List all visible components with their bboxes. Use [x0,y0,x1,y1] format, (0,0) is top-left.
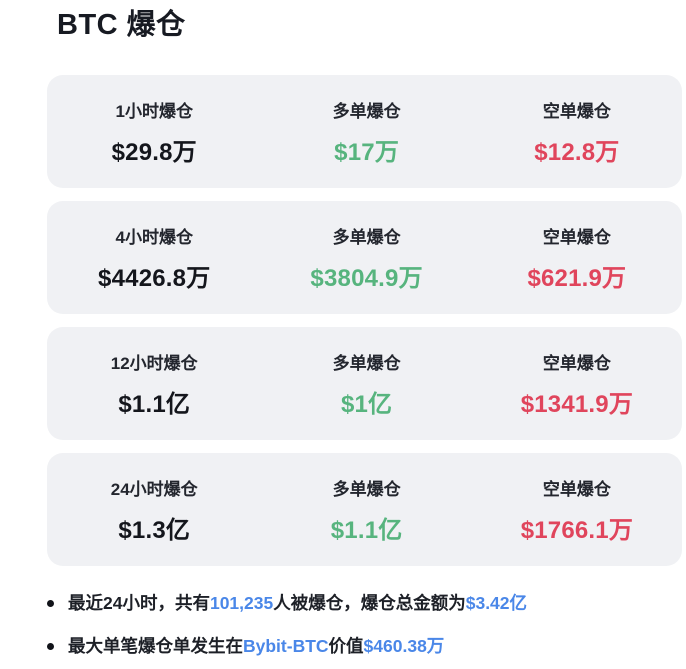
short-value: $1766.1万 [520,516,634,544]
footnotes: 最近24小时，共有 101,235 人被爆仓，爆仓总金额为 $3.42亿 最大单… [47,591,686,658]
btc-liquidation-panel: BTC 爆仓 1小时爆仓 $29.8万 多单爆仓 $17万 空单爆仓 $12.8… [0,6,686,669]
note-text: 人被爆仓，爆仓总金额为 [273,593,466,613]
short-column: 空单爆仓 $1766.1万 [472,475,682,545]
note-text: 价值 [328,636,364,656]
note-largest-order: 最大单笔爆仓单发生在 Bybit-BTC 价值 $460.38万 [47,634,686,658]
long-column: 多单爆仓 $17万 [261,97,471,167]
period-label: 24小时爆仓 [110,479,198,499]
liquidation-card-24h: 24小时爆仓 $1.3亿 多单爆仓 $1.1亿 空单爆仓 $1766.1万 [47,453,682,566]
period-column: 24小时爆仓 $1.3亿 [47,475,261,545]
long-value: $3804.9万 [310,264,423,292]
short-label: 空单爆仓 [542,101,611,121]
long-label: 多单爆仓 [332,227,401,247]
short-column: 空单爆仓 $621.9万 [472,223,682,293]
short-label: 空单爆仓 [542,479,611,499]
long-column: 多单爆仓 $1亿 [261,349,471,419]
long-value: $1亿 [340,390,393,418]
page-title: BTC 爆仓 [57,9,186,41]
liquidated-people-count-link[interactable]: 101,235 [209,593,274,613]
liquidation-card-4h: 4小时爆仓 $4426.8万 多单爆仓 $3804.9万 空单爆仓 $621.9… [47,201,682,314]
period-value: $1.1亿 [118,390,191,418]
long-column: 多单爆仓 $1.1亿 [261,475,471,545]
period-column: 4小时爆仓 $4426.8万 [47,223,261,293]
long-value: $17万 [334,138,400,166]
period-label: 12小时爆仓 [110,353,198,373]
largest-order-value-link[interactable]: $460.38万 [363,636,445,656]
long-label: 多单爆仓 [332,101,401,121]
exchange-pair-link[interactable]: Bybit-BTC [243,636,329,656]
period-value: $29.8万 [111,138,197,166]
period-value: $1.3亿 [118,516,191,544]
short-value: $621.9万 [527,264,627,292]
long-label: 多单爆仓 [332,353,401,373]
liquidation-card-1h: 1小时爆仓 $29.8万 多单爆仓 $17万 空单爆仓 $12.8万 [47,75,682,188]
note-24h-summary: 最近24小时，共有 101,235 人被爆仓，爆仓总金额为 $3.42亿 [47,591,686,615]
bullet-icon [47,599,54,607]
short-column: 空单爆仓 $1341.9万 [472,349,682,419]
bullet-icon [47,642,54,650]
short-label: 空单爆仓 [542,227,611,247]
long-label: 多单爆仓 [332,479,401,499]
short-value: $12.8万 [534,138,620,166]
liquidation-card-12h: 12小时爆仓 $1.1亿 多单爆仓 $1亿 空单爆仓 $1341.9万 [47,327,682,440]
note-text: 最近24小时，共有 [68,593,210,613]
note-text: 最大单笔爆仓单发生在 [68,636,243,656]
period-column: 12小时爆仓 $1.1亿 [47,349,261,419]
period-column: 1小时爆仓 $29.8万 [47,97,261,167]
period-label: 1小时爆仓 [115,101,193,121]
long-column: 多单爆仓 $3804.9万 [261,223,471,293]
short-label: 空单爆仓 [542,353,611,373]
short-value: $1341.9万 [520,390,634,418]
period-label: 4小时爆仓 [115,227,193,247]
short-column: 空单爆仓 $12.8万 [472,97,682,167]
long-value: $1.1亿 [330,516,403,544]
period-value: $4426.8万 [98,264,211,292]
total-liquidation-amount-link[interactable]: $3.42亿 [465,593,528,613]
liquidation-cards: 1小时爆仓 $29.8万 多单爆仓 $17万 空单爆仓 $12.8万 4小时爆仓… [47,75,682,566]
